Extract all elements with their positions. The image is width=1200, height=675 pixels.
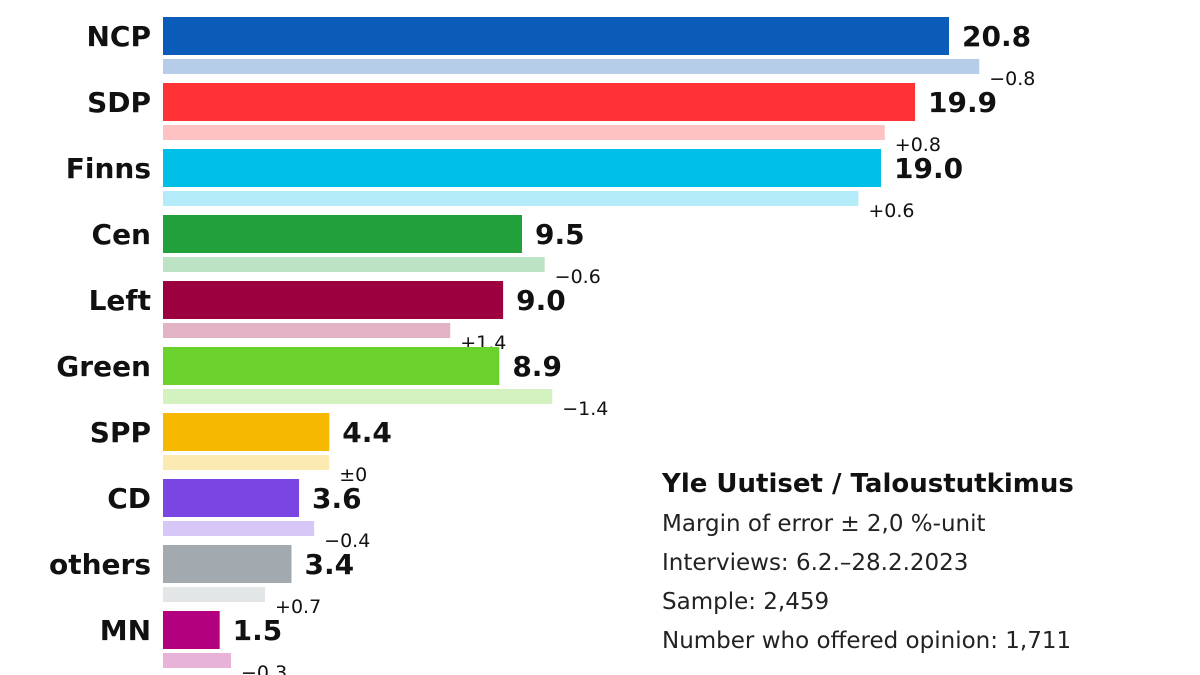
previous-bar-others <box>163 587 266 602</box>
value-label-ncp: 20.8 <box>962 20 1031 53</box>
bar-row-left: Left 9.0+1.4 <box>89 281 566 354</box>
party-label-left: Left <box>89 284 151 317</box>
change-label-others: +0.7 <box>275 596 321 618</box>
current-bar-mn <box>163 611 220 649</box>
party-label-cd: CD <box>107 482 151 515</box>
bar-row-cd: CD 3.6 −0.4 <box>107 479 370 552</box>
change-label-green: −1.4 <box>562 398 608 420</box>
change-label-finns: +0.6 <box>868 200 914 222</box>
bar-row-ncp: NCP 20.8 −0.8 <box>86 17 1035 90</box>
previous-bar-cen <box>163 257 545 272</box>
previous-bar-cd <box>163 521 315 536</box>
current-bar-cen <box>163 215 523 253</box>
value-label-mn: 1.5 <box>233 614 283 647</box>
interview-period-text: Interviews: 6.2.–28.2.2023 <box>662 550 969 576</box>
current-bar-ncp <box>163 17 950 55</box>
previous-bar-mn <box>163 653 232 668</box>
party-label-ncp: NCP <box>86 20 151 53</box>
current-bar-finns <box>163 149 882 187</box>
bar-row-cen: Cen 9.5 −0.6 <box>92 215 601 288</box>
previous-bar-left <box>163 323 451 338</box>
current-bar-spp <box>163 413 330 451</box>
bar-row-sdp: SDP 19.9 +0.8 <box>87 83 997 156</box>
value-label-spp: 4.4 <box>342 416 392 449</box>
sample-size-text: Sample: 2,459 <box>662 589 830 615</box>
party-label-sdp: SDP <box>87 86 151 119</box>
current-bar-green <box>163 347 500 385</box>
bar-row-finns: Finns 19.0 +0.6 <box>66 149 963 222</box>
current-bar-others <box>163 545 292 583</box>
party-label-finns: Finns <box>66 152 151 185</box>
party-label-cen: Cen <box>92 218 151 251</box>
value-label-green: 8.9 <box>512 350 562 383</box>
value-label-finns: 19.0 <box>894 152 963 185</box>
bar-row-mn: MN 1.5 −0.3 <box>100 611 287 675</box>
bar-row-others: others 3.4 +0.7 <box>49 545 354 618</box>
previous-bar-green <box>163 389 553 404</box>
bar-row-green: Green 8.9−1.4 <box>56 347 608 420</box>
party-label-spp: SPP <box>90 416 151 449</box>
previous-bar-ncp <box>163 59 980 74</box>
bar-row-spp: SPP 4.4 ±0 <box>90 413 392 486</box>
change-label-cd: −0.4 <box>324 530 370 552</box>
value-label-others: 3.4 <box>304 548 354 581</box>
value-label-cd: 3.6 <box>312 482 362 515</box>
current-bar-cd <box>163 479 300 517</box>
party-label-others: others <box>49 548 151 581</box>
previous-bar-spp <box>163 455 330 470</box>
poll-source-title: Yle Uutiset / Taloustutkimus <box>662 469 1074 499</box>
current-bar-sdp <box>163 83 916 121</box>
poll-info-panel: Yle Uutiset / Taloustutkimus Margin of e… <box>662 467 1182 661</box>
value-label-left: 9.0 <box>516 284 566 317</box>
value-label-cen: 9.5 <box>535 218 585 251</box>
previous-bar-finns <box>163 191 859 206</box>
party-label-green: Green <box>56 350 151 383</box>
party-label-mn: MN <box>100 614 151 647</box>
change-label-cen: −0.6 <box>555 266 601 288</box>
previous-bar-sdp <box>163 125 885 140</box>
value-label-sdp: 19.9 <box>928 86 997 119</box>
change-label-spp: ±0 <box>339 464 367 486</box>
change-label-ncp: −0.8 <box>989 68 1035 90</box>
current-bar-left <box>163 281 504 319</box>
opinion-count-text: Number who offered opinion: 1,711 <box>662 628 1072 654</box>
change-label-mn: −0.3 <box>241 662 287 675</box>
margin-of-error-text: Margin of error ± 2,0 %-unit <box>662 511 986 537</box>
change-label-sdp: +0.8 <box>895 134 941 156</box>
